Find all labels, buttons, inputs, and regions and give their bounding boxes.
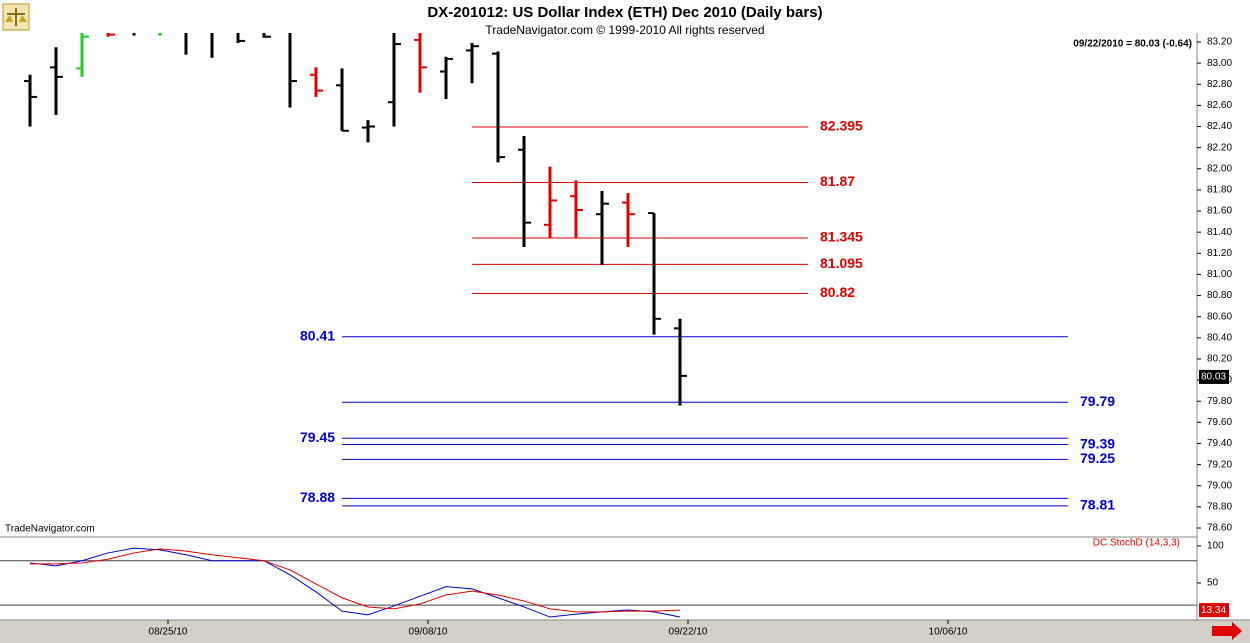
level-label: 79.45 [300, 429, 335, 445]
y-tick-label: 81.20 [1207, 248, 1232, 259]
last-value-label: 13.34 [1201, 605, 1226, 616]
level-label: 80.41 [300, 327, 335, 343]
scroll-arrow[interactable] [1212, 622, 1242, 640]
y-tick-label: 82.60 [1207, 100, 1232, 111]
y-tick-label: 79.40 [1207, 438, 1232, 449]
watermark: TradeNavigator.com [5, 524, 95, 535]
x-tick-label: 10/06/10 [929, 627, 968, 638]
y-tick-label: 82.00 [1207, 163, 1232, 174]
chart-subtitle: TradeNavigator.com © 1999-2010 All right… [485, 23, 764, 37]
x-tick-label: 09/22/10 [669, 627, 708, 638]
indicator-line [30, 548, 681, 613]
y-tick-label: 82.40 [1207, 121, 1232, 132]
y-tick-label: 82.20 [1207, 142, 1232, 153]
y-tick-label: 81.40 [1207, 227, 1232, 238]
chart-title: DX-201012: US Dollar Index (ETH) Dec 201… [427, 4, 822, 21]
price-bars [24, 33, 687, 406]
level-label: 82.395 [820, 118, 863, 134]
x-tick-label: 08/25/10 [149, 627, 188, 638]
y-tick-label: 81.60 [1207, 206, 1232, 217]
y-tick-label: 83.00 [1207, 58, 1232, 69]
y-tick-label: 80.60 [1207, 311, 1232, 322]
last-price-box [1199, 369, 1229, 384]
level-label: 81.345 [820, 229, 863, 245]
indicator-title: DC StochD (14,3,3) [1093, 538, 1180, 549]
level-label: 80.82 [820, 284, 855, 300]
y-tick-label: 81.80 [1207, 185, 1232, 196]
y-tick-label: 50 [1207, 578, 1219, 589]
last-value-box [1199, 603, 1229, 618]
level-label: 78.88 [300, 489, 335, 505]
level-label: 79.79 [1080, 393, 1115, 409]
level-label: 79.39 [1080, 435, 1115, 451]
y-tick-label: 82.80 [1207, 79, 1232, 90]
y-tick-label: 81.00 [1207, 269, 1232, 280]
level-label: 81.87 [820, 173, 855, 189]
y-tick-label: 78.60 [1207, 523, 1232, 534]
y-tick-label: 83.20 [1207, 37, 1232, 48]
y-tick-label: 79.60 [1207, 417, 1232, 428]
y-tick-label: 80.20 [1207, 354, 1232, 365]
x-axis-strip [0, 620, 1250, 643]
logo [2, 3, 30, 31]
y-tick-label: 79.20 [1207, 459, 1232, 470]
y-tick-label: 79.00 [1207, 480, 1232, 491]
level-label: 79.25 [1080, 450, 1115, 466]
level-label: 81.095 [820, 255, 863, 271]
x-tick-label: 09/08/10 [409, 627, 448, 638]
y-tick-label: 79.80 [1207, 396, 1232, 407]
status-text: 09/22/2010 = 80.03 (-0.64) [1073, 39, 1192, 50]
level-label: 78.81 [1080, 497, 1115, 513]
y-tick-label: 80.40 [1207, 332, 1232, 343]
y-tick-label: 80.80 [1207, 290, 1232, 301]
indicator-line [29, 547, 681, 618]
y-tick-label: 100 [1207, 541, 1224, 552]
last-price-label: 80.03 [1201, 372, 1226, 383]
y-tick-label: 78.80 [1207, 502, 1232, 513]
